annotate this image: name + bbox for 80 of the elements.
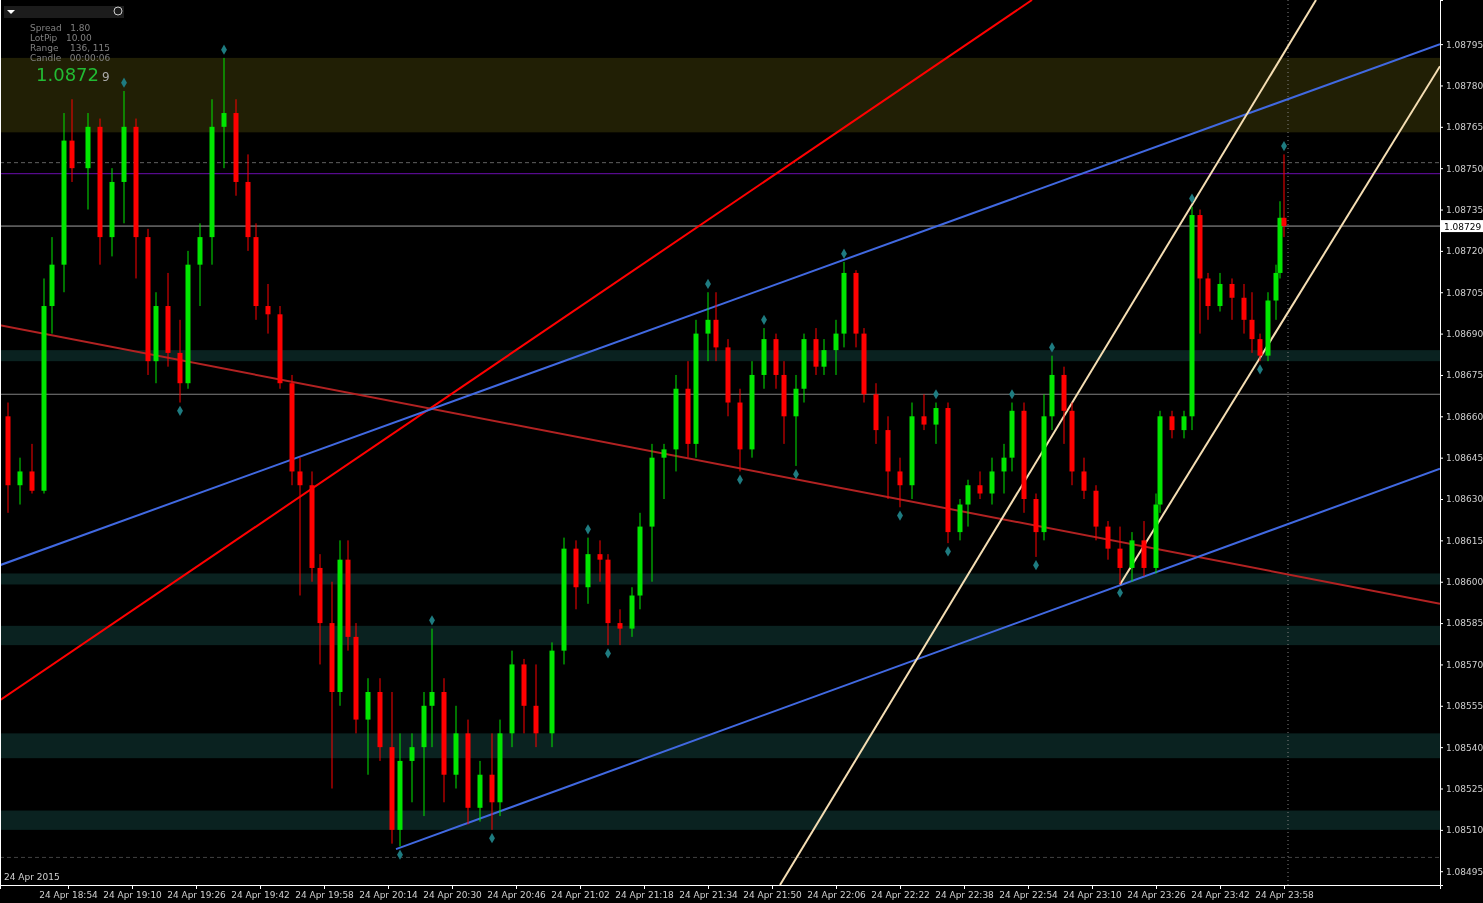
x-tick-label: 24 Apr 20:14 <box>359 890 419 901</box>
candlestick <box>897 457 903 508</box>
candlestick <box>1181 410 1187 439</box>
y-tick-label: 1.08600 <box>1446 577 1483 588</box>
x-tick-label: 24 Apr 18:54 <box>39 890 99 901</box>
candlestick <box>1249 291 1255 354</box>
candlestick <box>821 338 827 376</box>
candlestick <box>1217 272 1223 313</box>
y-tick-label: 1.08675 <box>1446 370 1483 381</box>
candlestick <box>921 393 927 431</box>
candlestick <box>661 443 667 500</box>
x-tick-label: 24 Apr 21:34 <box>679 890 739 901</box>
y-tick-label: 1.08525 <box>1446 783 1483 794</box>
annotation: 24 Apr 2015 <box>4 872 60 882</box>
annotation: LotPip 10.00 <box>30 33 92 43</box>
y-tick-label: 1.08750 <box>1446 163 1483 174</box>
candlestick <box>429 628 435 748</box>
candlestick <box>1229 277 1235 321</box>
candlestick <box>705 291 711 362</box>
x-tick-label: 24 Apr 22:22 <box>871 890 930 901</box>
x-tick-label: 24 Apr 21:18 <box>615 890 675 901</box>
candlestick <box>297 457 303 597</box>
x-tick-label: 24 Apr 23:58 <box>1255 890 1315 901</box>
candlestick <box>989 457 995 506</box>
x-tick-label: 24 Apr 22:06 <box>807 890 867 901</box>
x-tick-label: 24 Apr 19:10 <box>103 890 163 901</box>
y-tick-label: 1.08690 <box>1446 328 1483 339</box>
candlestick <box>977 470 983 500</box>
x-tick-label: 24 Apr 19:58 <box>295 890 355 901</box>
candlestick <box>1105 520 1111 561</box>
candlestick <box>933 402 939 445</box>
y-tick-label: 1.08630 <box>1446 494 1483 505</box>
annotation: Candle 00:00:06 <box>30 53 111 63</box>
x-tick-label: 24 Apr 21:02 <box>551 890 610 901</box>
candlestick <box>1081 457 1087 500</box>
x-tick-label: 24 Apr 23:42 <box>1191 890 1250 901</box>
y-tick-label: 1.08720 <box>1446 246 1483 257</box>
y-tick-label: 1.08585 <box>1446 618 1483 629</box>
y-tick-label: 1.08660 <box>1446 411 1483 422</box>
ref-line-label: 1.08729 <box>1444 221 1482 232</box>
candlestick <box>1169 410 1175 439</box>
annotation: 1.0872 <box>36 64 99 85</box>
candlestick <box>1257 333 1263 362</box>
candlestick <box>617 608 623 646</box>
y-tick-label: 1.08645 <box>1446 453 1483 464</box>
y-tick-label: 1.08510 <box>1446 825 1483 836</box>
candlestick <box>1117 526 1123 585</box>
y-tick-label: 1.08495 <box>1446 866 1483 877</box>
x-tick-label: 24 Apr 20:30 <box>423 890 483 901</box>
candlestick <box>265 283 271 335</box>
y-tick-label: 1.08540 <box>1446 742 1483 753</box>
y-tick-label: 1.08795 <box>1446 39 1483 50</box>
x-tick-label: 24 Apr 20:46 <box>487 890 547 901</box>
candlestick <box>409 732 415 803</box>
x-tick-label: 24 Apr 21:50 <box>743 890 803 901</box>
candlestick <box>1281 153 1287 238</box>
x-tick-label: 24 Apr 19:26 <box>167 890 227 901</box>
y-tick-label: 1.08570 <box>1446 659 1483 670</box>
x-tick-label: 24 Apr 22:38 <box>935 890 995 901</box>
candlestick <box>833 319 839 376</box>
y-tick-label: 1.08735 <box>1446 204 1483 215</box>
x-tick-label: 24 Apr 23:10 <box>1063 890 1123 901</box>
y-tick-label: 1.08705 <box>1446 287 1483 298</box>
x-tick-label: 24 Apr 22:54 <box>999 890 1059 901</box>
x-tick-label: 24 Apr 19:42 <box>231 890 290 901</box>
annotation: Range 136, 115 <box>30 43 111 53</box>
y-tick-label: 1.08765 <box>1446 122 1483 133</box>
candlestick <box>17 457 23 506</box>
annotation: Spread 1.80 <box>30 23 91 33</box>
x-tick-label: 24 Apr 23:26 <box>1127 890 1187 901</box>
candlestick <box>965 479 971 528</box>
candlestick <box>29 443 35 494</box>
y-tick-label: 1.08555 <box>1446 701 1483 712</box>
candlestick <box>1001 443 1007 494</box>
annotation: 9 <box>102 70 110 84</box>
y-tick-label: 1.08615 <box>1446 535 1483 546</box>
candlestick <box>221 57 227 169</box>
y-tick-label: 1.08780 <box>1446 80 1483 91</box>
candlestick <box>597 539 603 583</box>
candlestick <box>1241 283 1247 335</box>
